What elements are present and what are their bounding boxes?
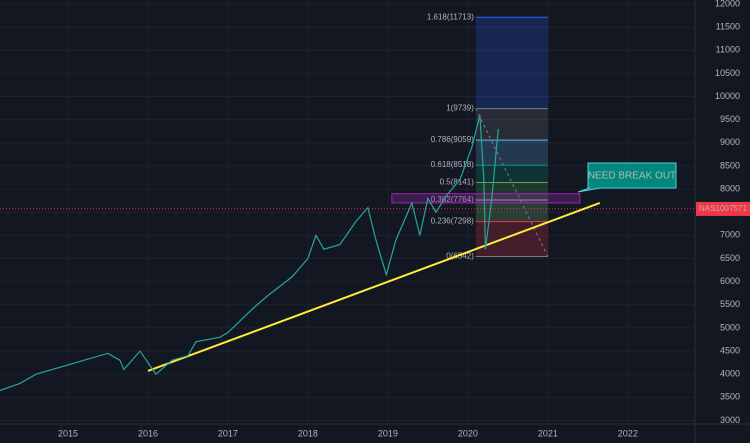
y-tick-label: 11000 — [716, 45, 740, 55]
y-tick-label: 3000 — [720, 415, 740, 425]
price-line-series — [0, 114, 499, 391]
y-tick-label: 12000 — [715, 0, 740, 8]
x-tick-label: 2015 — [58, 428, 78, 438]
fib-zone — [475, 140, 548, 166]
price-tag — [696, 201, 750, 216]
fib-label: 0.5(8141) — [440, 178, 475, 187]
fib-label: 0.786(9059) — [431, 135, 474, 144]
fib-zone — [475, 182, 548, 201]
y-tick-label: 9500 — [720, 114, 740, 124]
callout — [577, 162, 677, 193]
fib-zone — [475, 200, 548, 222]
y-tick-label: 8000 — [720, 183, 740, 193]
y-tick-label: 6500 — [720, 253, 740, 263]
x-tick-label: 2020 — [458, 428, 478, 438]
fib-zone — [475, 165, 548, 183]
trendline — [147, 202, 601, 372]
symbol: NAS100 — [699, 204, 729, 213]
fib-label: 0.618(8518) — [431, 160, 474, 169]
fib-label: 0.382(7764) — [431, 195, 474, 204]
y-tick-label: 9000 — [720, 137, 740, 147]
fib-label: 0.236(7298) — [431, 217, 474, 226]
fib-label: 1.618(11713) — [427, 12, 474, 21]
last-price: 7571 — [729, 204, 747, 213]
x-tick-label: 2016 — [138, 428, 158, 438]
y-tick-label: 10500 — [715, 68, 740, 78]
x-tick-label: 2022 — [618, 428, 638, 438]
x-tick-label: 2018 — [298, 428, 318, 438]
fib-label: 1(9739) — [446, 104, 474, 113]
y-tick-label: 11500 — [716, 21, 740, 31]
x-tick-label: 2017 — [218, 428, 238, 438]
y-tick-label: 3500 — [720, 392, 740, 402]
y-tick-label: 4000 — [720, 369, 740, 379]
y-tick-label: 5000 — [720, 322, 740, 332]
resistance-zone — [391, 193, 581, 204]
y-tick-label: 7000 — [720, 230, 740, 240]
fib-zone — [475, 17, 548, 109]
fib-zone — [475, 108, 548, 141]
annotation: NEED BREAK OUT — [588, 171, 676, 182]
y-tick-label: 4500 — [720, 345, 740, 355]
y-tick-label: 10000 — [715, 91, 740, 101]
x-tick-label: 2021 — [538, 428, 558, 438]
y-tick-label: 5500 — [720, 299, 740, 309]
x-tick-label: 2019 — [378, 428, 398, 438]
y-tick-label: 6000 — [720, 276, 740, 286]
fib-label: 0(6542) — [446, 252, 474, 261]
y-tick-label: 8500 — [720, 160, 740, 170]
